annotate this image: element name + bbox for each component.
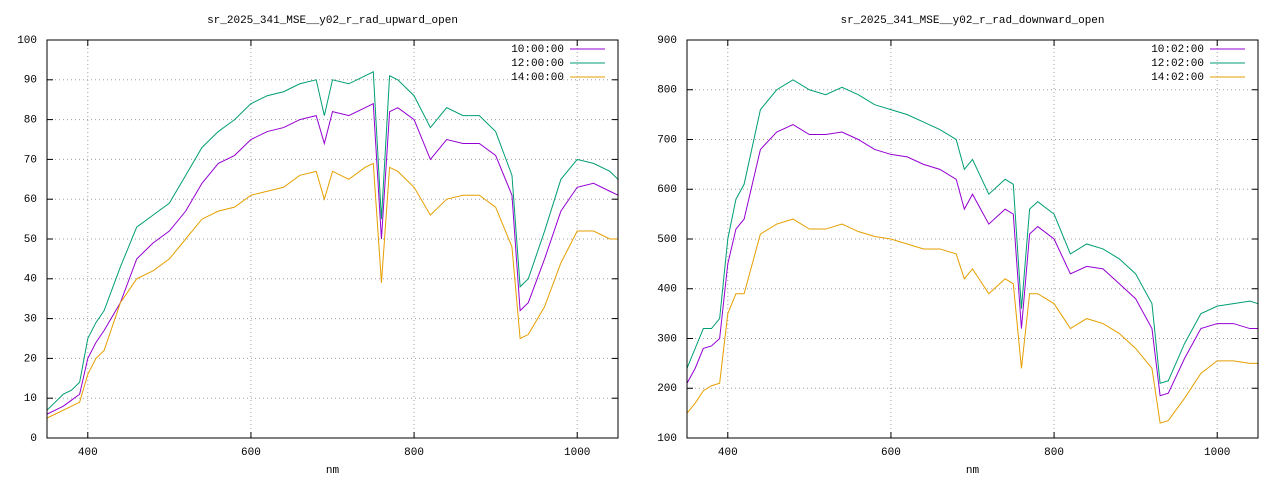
- x-tick-label: 400: [718, 447, 738, 459]
- legend-label: 12:00:00: [511, 58, 564, 70]
- y-tick-label: 40: [24, 274, 37, 286]
- y-tick-label: 100: [17, 35, 37, 47]
- legend-label: 12:02:00: [1151, 58, 1204, 70]
- y-tick-label: 20: [24, 353, 37, 365]
- data-line: [46, 162, 618, 419]
- x-tick-label: 800: [404, 447, 424, 459]
- legend-label: 14:02:00: [1151, 72, 1204, 84]
- legend-label: 10:02:00: [1151, 44, 1204, 56]
- y-tick-label: 50: [24, 234, 37, 246]
- y-tick-label: 100: [657, 433, 677, 445]
- y-tick-label: 60: [24, 194, 37, 206]
- x-axis-label: nm: [966, 465, 980, 477]
- x-tick-label: 600: [881, 447, 901, 459]
- y-tick-label: 90: [24, 75, 37, 87]
- y-tick-label: 700: [657, 134, 677, 146]
- legend-label: 10:00:00: [511, 44, 564, 56]
- chart-title: sr_2025_341_MSE__y02_r_rad_downward_open: [840, 15, 1104, 27]
- y-tick-label: 80: [24, 115, 37, 127]
- legend-label: 14:00:00: [511, 72, 564, 84]
- y-tick-label: 500: [657, 234, 677, 246]
- x-tick-label: 1000: [1204, 447, 1230, 459]
- y-tick-label: 600: [657, 184, 677, 196]
- data-line: [686, 218, 1258, 424]
- y-tick-label: 200: [657, 383, 677, 395]
- y-tick-label: 900: [657, 35, 677, 47]
- data-line: [686, 79, 1259, 384]
- x-tick-label: 1000: [564, 447, 590, 459]
- y-tick-label: 10: [24, 393, 37, 405]
- data-line: [686, 124, 1258, 397]
- x-axis-label: nm: [326, 465, 340, 477]
- chart: sr_2025_341_MSE__y02_r_rad_upward_opennm…: [17, 15, 619, 477]
- x-tick-label: 400: [78, 447, 98, 459]
- y-tick-label: 70: [24, 154, 37, 166]
- y-tick-label: 300: [657, 333, 677, 345]
- chart: sr_2025_341_MSE__y02_r_rad_downward_open…: [657, 15, 1259, 477]
- chart-title: sr_2025_341_MSE__y02_r_rad_upward_open: [207, 15, 458, 27]
- y-tick-label: 400: [657, 284, 677, 296]
- plot-frame: [46, 39, 619, 439]
- y-tick-label: 30: [24, 314, 37, 326]
- y-tick-label: 800: [657, 85, 677, 97]
- data-line: [46, 102, 619, 415]
- x-tick-label: 800: [1044, 447, 1064, 459]
- plot-frame: [686, 39, 1259, 439]
- data-line: [46, 71, 619, 411]
- x-tick-label: 600: [241, 447, 261, 459]
- y-tick-label: 0: [30, 433, 37, 445]
